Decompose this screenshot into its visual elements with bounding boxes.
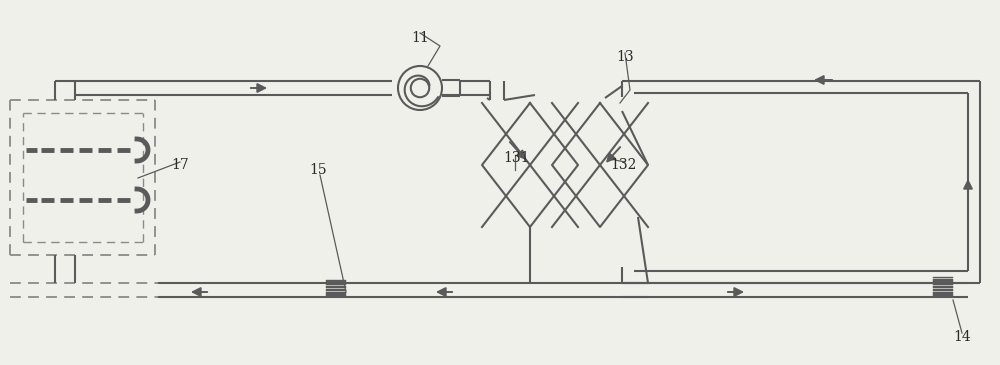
Bar	[933, 286, 953, 287]
Bar	[933, 283, 953, 284]
Text: 132: 132	[610, 158, 636, 172]
Bar	[933, 293, 953, 294]
Text: 15: 15	[309, 163, 327, 177]
Bar	[326, 292, 346, 293]
Text: 11: 11	[411, 31, 429, 45]
Bar	[326, 284, 346, 285]
Bar	[326, 281, 346, 283]
Bar	[326, 283, 346, 284]
Bar	[933, 287, 953, 288]
Text: 14: 14	[953, 330, 971, 344]
Bar	[326, 293, 346, 294]
Bar	[326, 280, 346, 281]
Bar	[933, 289, 953, 290]
Bar	[326, 296, 346, 297]
Bar	[933, 290, 953, 291]
Bar	[933, 277, 953, 278]
Bar	[933, 280, 953, 281]
Bar	[933, 292, 953, 293]
Bar	[326, 286, 346, 287]
Bar	[326, 290, 346, 291]
Bar	[933, 295, 953, 296]
Bar	[933, 296, 953, 297]
Bar	[933, 284, 953, 285]
Bar	[326, 289, 346, 290]
Circle shape	[411, 79, 429, 97]
Bar	[933, 281, 953, 283]
Text: 13: 13	[616, 50, 634, 64]
Circle shape	[398, 66, 442, 110]
Text: 131: 131	[504, 151, 530, 165]
Bar	[326, 295, 346, 296]
Text: 17: 17	[171, 158, 189, 172]
Bar	[933, 278, 953, 280]
Bar	[326, 287, 346, 288]
